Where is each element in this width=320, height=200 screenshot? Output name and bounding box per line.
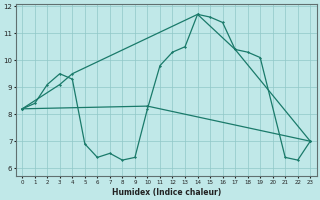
X-axis label: Humidex (Indice chaleur): Humidex (Indice chaleur): [112, 188, 221, 197]
